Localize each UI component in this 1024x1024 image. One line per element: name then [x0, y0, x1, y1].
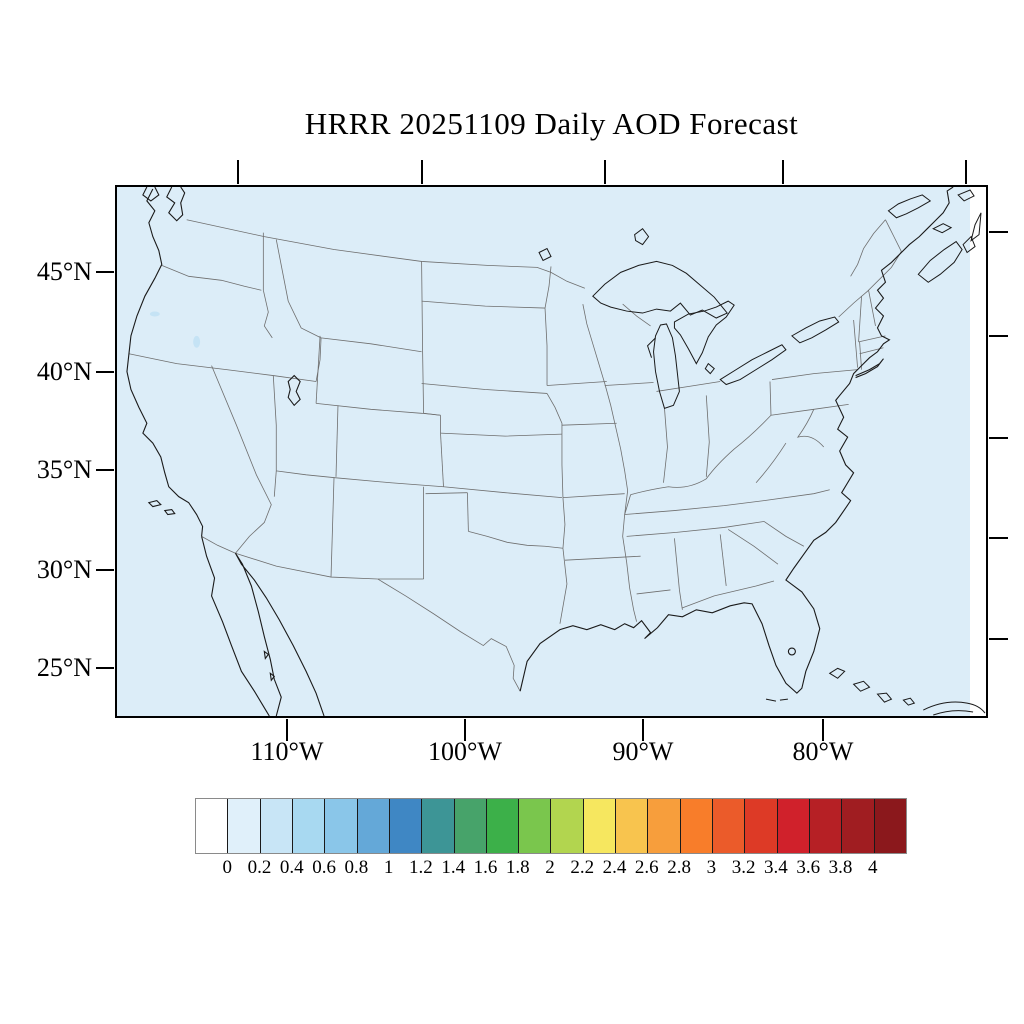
colorbar-tick-label: 0.6: [312, 857, 336, 878]
colorbar-tick-label: 3.8: [828, 857, 853, 878]
colorbar-cell: [680, 799, 713, 853]
colorbar-cell: [583, 799, 617, 853]
coastline-path: [127, 187, 953, 716]
lat-ticks-left: [96, 272, 114, 668]
colorbar-tick-label: 0.8: [344, 857, 369, 878]
colorbar-tick-label: 2.8: [667, 857, 691, 878]
colorbar-cell: [357, 799, 390, 853]
lat-tick-label: 40°N: [36, 357, 92, 386]
colorbar-cells: [196, 799, 906, 853]
colorbar-cell: [389, 799, 423, 853]
conus-map: [117, 187, 986, 716]
canada-coast-path: [888, 190, 981, 282]
colorbar-cell: [325, 799, 358, 853]
colorbar-tick-label: 2.2: [570, 857, 595, 878]
colorbar-tick-label: 0: [222, 857, 233, 878]
lon-ticks-bottom: [287, 719, 823, 741]
colorbar-tick-label: 3.4: [764, 857, 788, 878]
colorbar-tick-label: 2.4: [602, 857, 627, 878]
colorbar-cell: [551, 799, 584, 853]
colorbar-cell: [519, 799, 552, 853]
colorbar-cell: [648, 799, 681, 853]
colorbar-tick-label: 0.2: [247, 857, 272, 878]
colorbar-cell: [842, 799, 875, 853]
lon-tick-label: 110°W: [250, 737, 324, 766]
domain-edge-strip: [970, 187, 986, 716]
colorbar-tick-label: 3.2: [731, 857, 756, 878]
lat-tick-label: 25°N: [36, 653, 92, 682]
state-borders-path: [129, 220, 901, 691]
colorbar-cell: [292, 799, 326, 853]
colorbar-cell: [260, 799, 293, 853]
colorbar-tick-label: 1.8: [505, 857, 530, 878]
lon-tick-label: 90°W: [612, 737, 674, 766]
colorbar-tick-label: 1: [383, 857, 394, 878]
caribbean-islands-path: [830, 668, 985, 715]
colorbar-tick-label: 2.6: [634, 857, 659, 878]
colorbar-tick-label: 0.4: [279, 857, 304, 878]
colorbar-tick-label: 3.6: [796, 857, 821, 878]
lat-tick-label: 45°N: [36, 257, 92, 286]
map-background: [117, 187, 971, 716]
aod-patch: [149, 311, 201, 348]
colorbar-cell: [874, 799, 906, 853]
colorbar-cell: [809, 799, 843, 853]
colorbar-labels: 0 0.2 0.4 0.6 0.8 1 1.2 1.4 1.6 1.8 2 2.…: [195, 857, 905, 883]
colorbar-cell: [777, 799, 810, 853]
lon-tick-label: 100°W: [428, 737, 502, 766]
colorbar-cell: [745, 799, 778, 853]
figure-title: HRRR 20251109 Daily AOD Forecast: [304, 106, 799, 141]
great-lakes-path: [539, 229, 839, 409]
lon-ticks-top: [238, 160, 966, 184]
lat-ticks-right: [989, 232, 1008, 639]
colorbar-tick-label: 3: [706, 857, 717, 878]
colorbar-cell: [196, 799, 229, 853]
colorbar-tick-label: 1.4: [441, 857, 466, 878]
colorbar-cell: [422, 799, 455, 853]
colorbar-tick-label: 2: [545, 857, 555, 878]
colorbar-cell: [454, 799, 487, 853]
lat-tick-label: 35°N: [36, 455, 92, 484]
colorbar: [195, 798, 907, 854]
colorbar-cell: [616, 799, 649, 853]
colorbar-tick-label: 1.6: [473, 857, 498, 878]
colorbar-tick-label: 4: [867, 857, 878, 878]
colorbar-tick-label: 1.2: [409, 857, 433, 878]
colorbar-cell: [486, 799, 520, 853]
colorbar-cell: [228, 799, 261, 853]
lon-tick-label: 80°W: [792, 737, 854, 766]
map-plot-area: [115, 185, 988, 718]
lat-tick-label: 30°N: [36, 555, 92, 584]
colorbar-cell: [713, 799, 746, 853]
